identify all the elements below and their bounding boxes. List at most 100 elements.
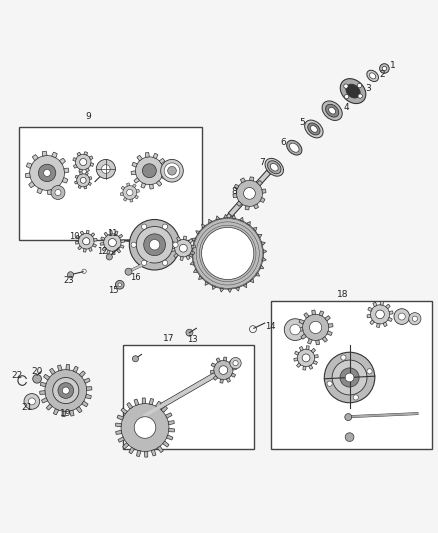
Polygon shape — [25, 173, 30, 177]
Circle shape — [24, 393, 40, 409]
Polygon shape — [84, 186, 87, 189]
Polygon shape — [155, 401, 161, 408]
Bar — [123, 345, 254, 449]
Polygon shape — [169, 428, 175, 432]
Ellipse shape — [346, 84, 360, 98]
Polygon shape — [119, 235, 123, 238]
Polygon shape — [191, 245, 195, 248]
Text: 18: 18 — [337, 290, 349, 300]
Circle shape — [80, 158, 87, 166]
Polygon shape — [84, 152, 88, 155]
Polygon shape — [254, 204, 258, 209]
Polygon shape — [64, 168, 69, 173]
Text: 23: 23 — [64, 276, 74, 285]
Polygon shape — [49, 368, 55, 375]
Circle shape — [142, 164, 156, 177]
Ellipse shape — [340, 79, 366, 103]
Polygon shape — [163, 167, 168, 171]
Circle shape — [57, 381, 75, 400]
Polygon shape — [261, 241, 265, 246]
Polygon shape — [186, 255, 190, 260]
Ellipse shape — [305, 120, 323, 138]
Polygon shape — [237, 201, 242, 206]
Polygon shape — [368, 307, 372, 311]
Polygon shape — [79, 371, 85, 377]
Polygon shape — [116, 430, 122, 434]
Circle shape — [168, 166, 177, 175]
Polygon shape — [40, 391, 45, 394]
Circle shape — [180, 244, 187, 252]
Circle shape — [310, 321, 321, 333]
Circle shape — [102, 165, 110, 173]
Polygon shape — [73, 366, 78, 373]
Circle shape — [67, 272, 74, 278]
Polygon shape — [196, 231, 200, 235]
Polygon shape — [37, 188, 42, 193]
Text: 1: 1 — [390, 61, 396, 70]
Circle shape — [28, 398, 35, 405]
Circle shape — [116, 280, 124, 289]
Circle shape — [341, 355, 346, 360]
Polygon shape — [60, 158, 66, 164]
Polygon shape — [166, 413, 172, 418]
Circle shape — [131, 242, 136, 247]
Polygon shape — [232, 215, 236, 219]
Polygon shape — [118, 437, 124, 442]
Ellipse shape — [270, 164, 278, 171]
Polygon shape — [74, 164, 77, 168]
Polygon shape — [188, 239, 193, 243]
Circle shape — [244, 188, 255, 199]
Circle shape — [345, 433, 354, 441]
Polygon shape — [168, 421, 174, 425]
Polygon shape — [367, 314, 371, 318]
Circle shape — [75, 154, 91, 170]
Circle shape — [162, 224, 168, 229]
Circle shape — [162, 260, 168, 265]
Text: 6: 6 — [280, 138, 286, 147]
Circle shape — [412, 316, 417, 321]
Circle shape — [173, 242, 178, 247]
Polygon shape — [250, 177, 254, 181]
Circle shape — [39, 165, 55, 181]
Ellipse shape — [311, 126, 318, 132]
Circle shape — [136, 227, 173, 263]
Circle shape — [332, 360, 367, 395]
Polygon shape — [373, 302, 377, 306]
Circle shape — [129, 220, 180, 270]
Polygon shape — [85, 172, 88, 175]
Ellipse shape — [290, 143, 299, 152]
Polygon shape — [297, 363, 301, 367]
Polygon shape — [94, 238, 97, 241]
Polygon shape — [75, 241, 79, 244]
Circle shape — [164, 163, 180, 179]
Polygon shape — [228, 289, 232, 293]
Polygon shape — [295, 351, 299, 355]
Circle shape — [83, 238, 90, 245]
Polygon shape — [90, 163, 94, 166]
Polygon shape — [247, 222, 251, 225]
Polygon shape — [223, 357, 227, 361]
Polygon shape — [211, 363, 215, 367]
Polygon shape — [32, 155, 39, 160]
Text: 7: 7 — [260, 158, 265, 166]
Polygon shape — [216, 358, 220, 362]
Circle shape — [371, 305, 390, 324]
Polygon shape — [117, 249, 120, 253]
Polygon shape — [130, 199, 133, 202]
Circle shape — [367, 369, 372, 374]
Polygon shape — [386, 304, 390, 309]
Circle shape — [134, 417, 156, 438]
Polygon shape — [86, 230, 89, 234]
Polygon shape — [190, 261, 194, 265]
Polygon shape — [312, 310, 316, 315]
Circle shape — [141, 224, 147, 229]
Polygon shape — [216, 216, 220, 220]
Ellipse shape — [325, 104, 339, 117]
Circle shape — [310, 321, 322, 334]
Polygon shape — [137, 155, 142, 161]
Polygon shape — [70, 410, 74, 416]
Circle shape — [303, 314, 328, 341]
Polygon shape — [236, 287, 240, 291]
Polygon shape — [201, 224, 205, 228]
Polygon shape — [91, 233, 95, 237]
